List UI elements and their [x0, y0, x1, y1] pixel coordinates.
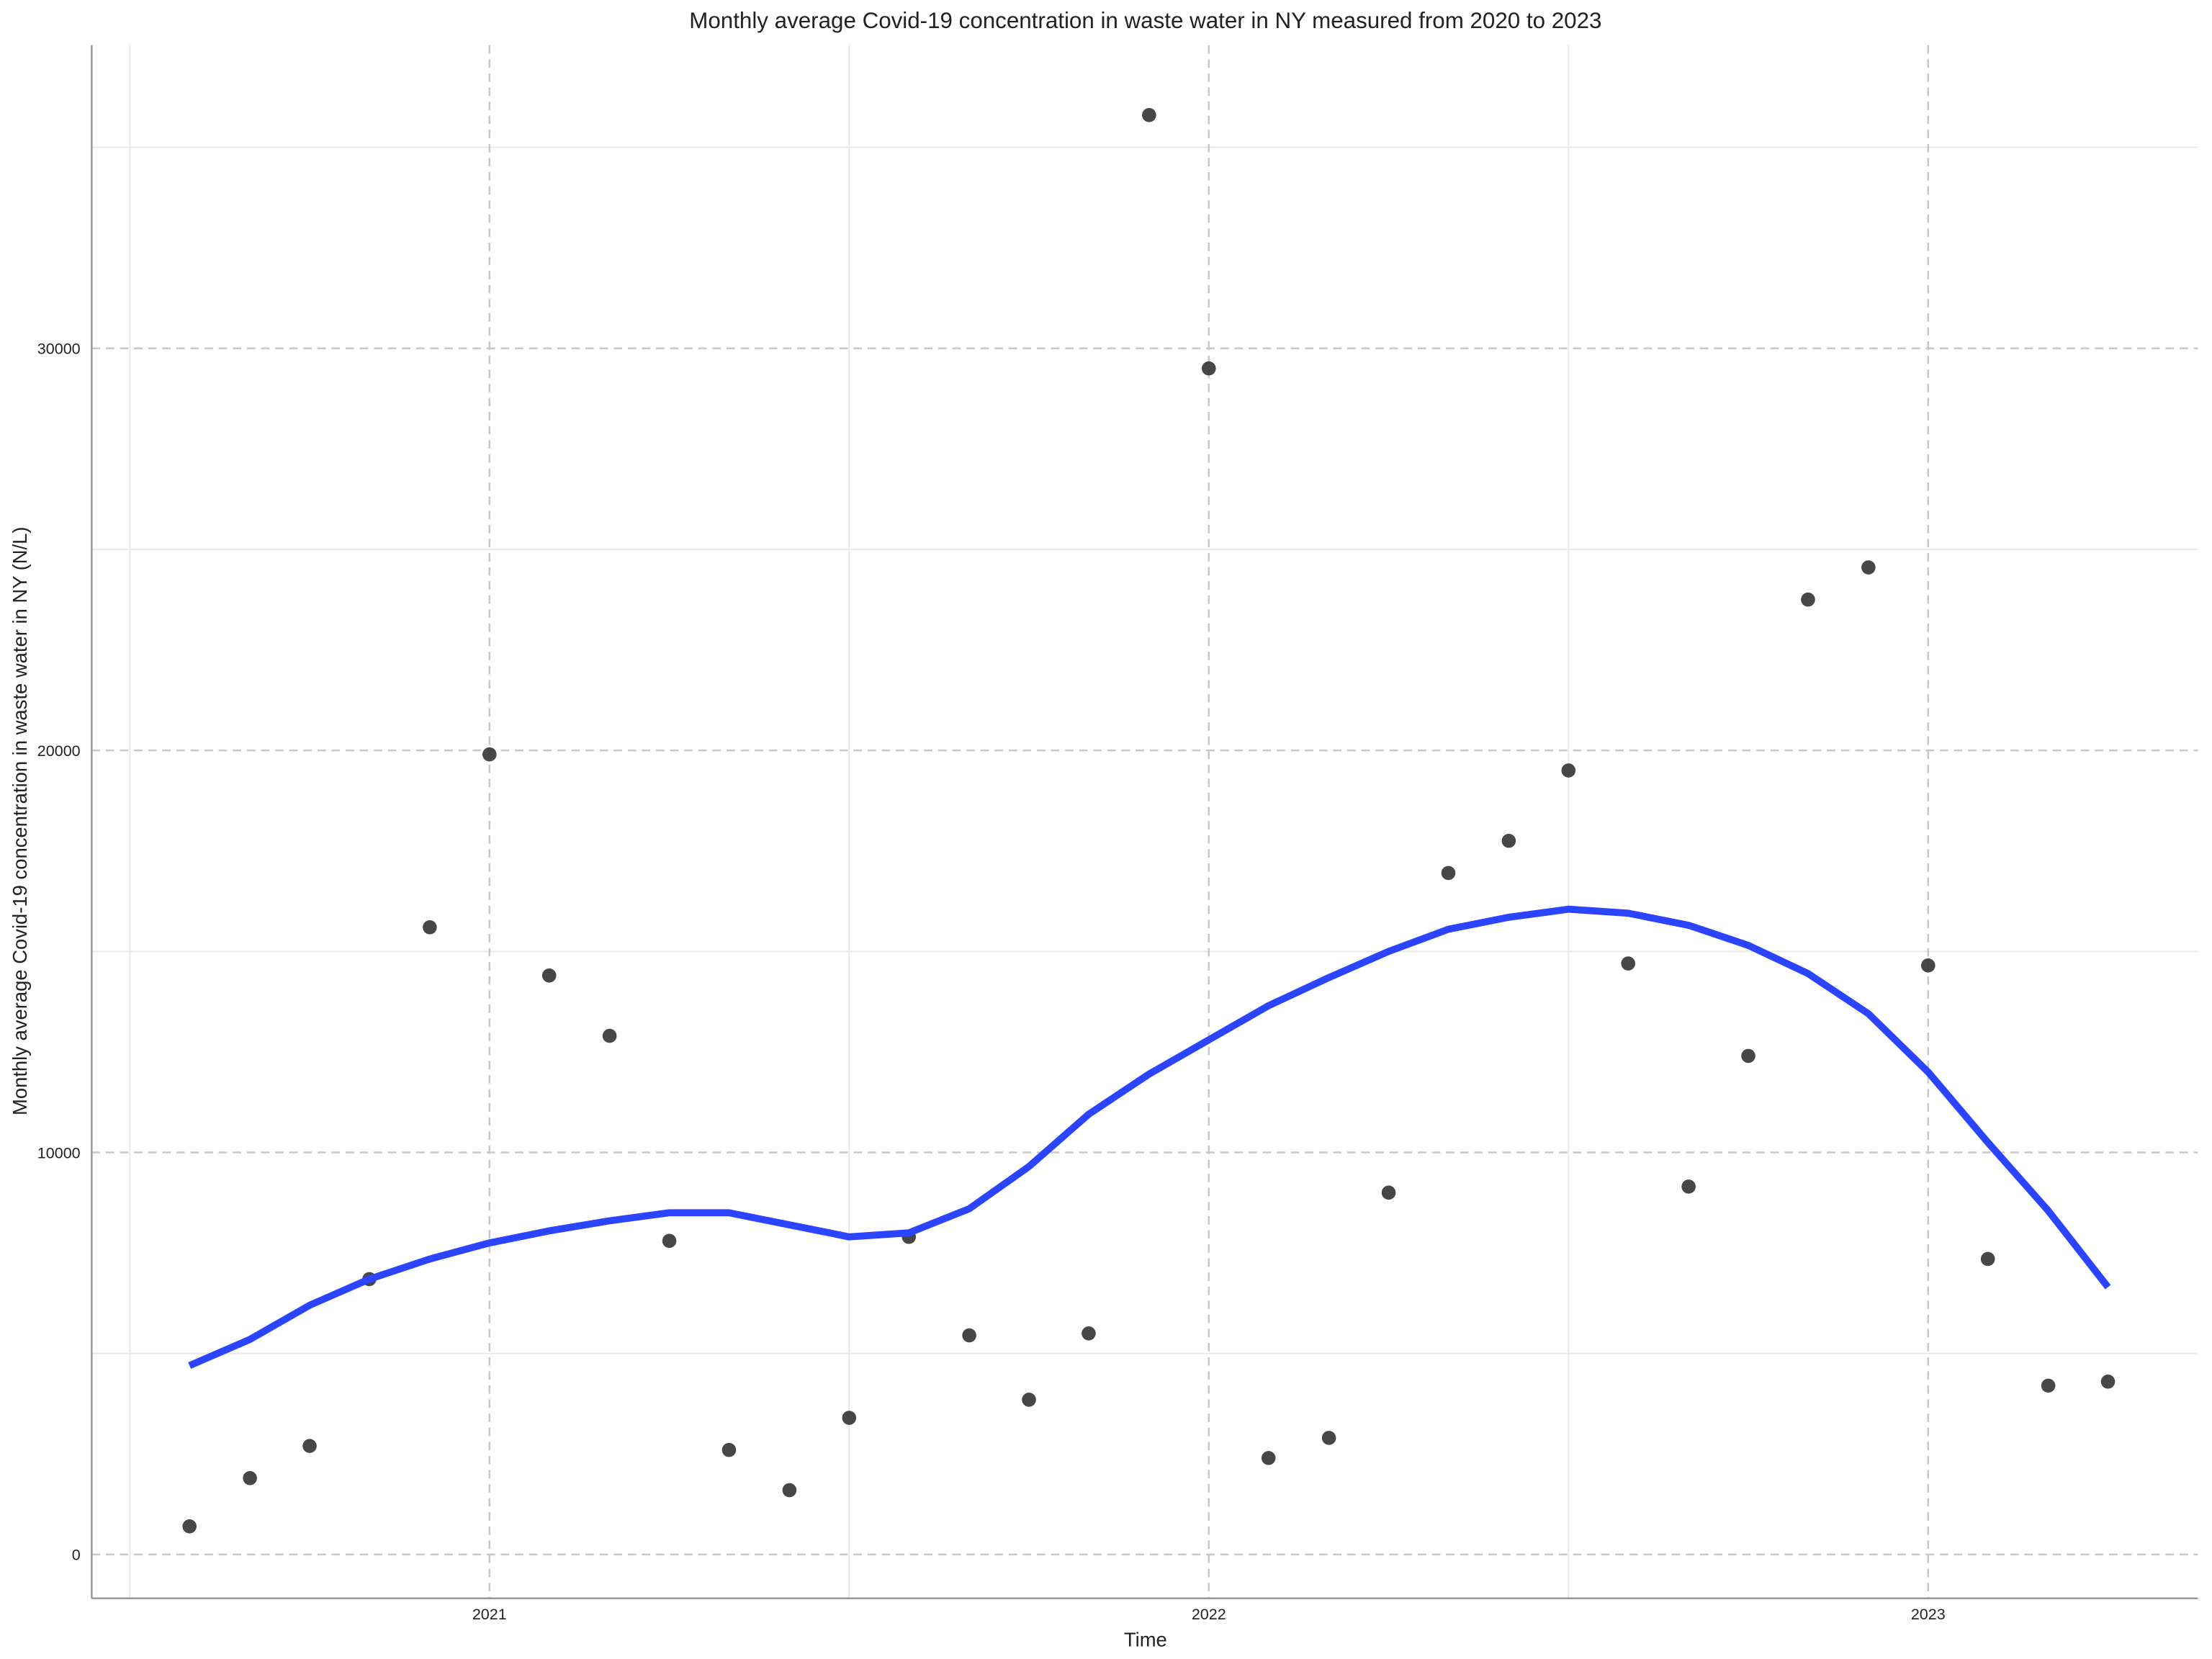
data-point [2100, 1374, 2116, 1389]
data-point [1801, 592, 1815, 607]
y-tick-label: 0 [72, 1546, 81, 1564]
data-point [842, 1411, 857, 1425]
data-point [1022, 1393, 1036, 1407]
data-point [302, 1439, 317, 1453]
chart-title: Monthly average Covid-19 concentration i… [689, 8, 1601, 33]
data-point [423, 920, 437, 935]
data-point [721, 1442, 737, 1457]
data-point [182, 1519, 197, 1534]
data-point [482, 747, 497, 762]
data-point [1082, 1326, 1096, 1341]
data-point [782, 1483, 797, 1498]
x-tick-label: 2023 [1911, 1605, 1946, 1623]
y-axis-label: Monthly average Covid-19 concentration i… [9, 526, 31, 1115]
y-tick-label: 20000 [37, 742, 81, 760]
data-point [1261, 1451, 1276, 1465]
data-point [1142, 108, 1156, 122]
data-point [1201, 361, 1216, 376]
data-point [1920, 958, 1936, 973]
data-point [1681, 1179, 1696, 1194]
x-tick-label: 2022 [1192, 1605, 1226, 1623]
y-tick-label: 10000 [37, 1143, 81, 1161]
data-point [1980, 1251, 1995, 1267]
smooth-line [188, 905, 2111, 1369]
data-point [1861, 560, 1876, 575]
data-point [1321, 1431, 1336, 1445]
data-point [1441, 866, 1456, 881]
y-tick-label: 30000 [37, 340, 81, 358]
data-point [1501, 833, 1516, 848]
x-axis-label: Time [1124, 1628, 1167, 1650]
data-point [1621, 956, 1635, 971]
data-point [602, 1028, 617, 1043]
data-point [1741, 1048, 1755, 1064]
data-point [1381, 1185, 1396, 1200]
data-point [2041, 1378, 2056, 1393]
data-point [541, 968, 557, 983]
x-tick-label: 2021 [472, 1605, 507, 1623]
data-point [662, 1233, 677, 1249]
data-point [1561, 763, 1576, 778]
data-point [962, 1328, 976, 1343]
data-point [243, 1471, 257, 1485]
